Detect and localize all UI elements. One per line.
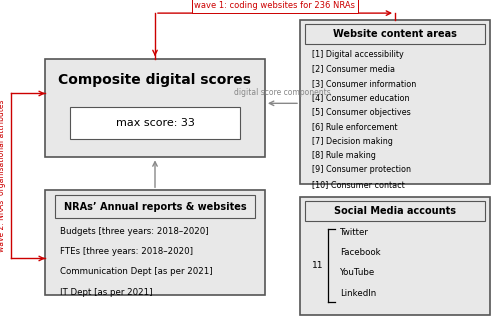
Text: Website content areas: Website content areas <box>333 29 457 39</box>
Text: [4] Consumer education: [4] Consumer education <box>312 93 410 102</box>
Text: 11: 11 <box>312 261 323 270</box>
Text: [10] Consumer contact: [10] Consumer contact <box>312 180 405 189</box>
Text: NRAs’ Annual reports & websites: NRAs’ Annual reports & websites <box>64 202 246 212</box>
FancyBboxPatch shape <box>55 195 255 218</box>
Text: FTEs [three years: 2018–2020]: FTEs [three years: 2018–2020] <box>60 247 193 256</box>
Text: [5] Consumer objectives: [5] Consumer objectives <box>312 108 411 117</box>
Text: [3] Consumer information: [3] Consumer information <box>312 79 417 88</box>
FancyBboxPatch shape <box>45 190 265 295</box>
Text: Communication Dept [as per 2021]: Communication Dept [as per 2021] <box>60 267 212 277</box>
Text: YouTube: YouTube <box>340 268 375 277</box>
Text: [7] Decision making: [7] Decision making <box>312 136 394 146</box>
FancyBboxPatch shape <box>300 20 490 184</box>
FancyBboxPatch shape <box>70 107 240 139</box>
Text: [9] Consumer protection: [9] Consumer protection <box>312 165 412 174</box>
Text: Budgets [three years: 2018–2020]: Budgets [three years: 2018–2020] <box>60 227 208 236</box>
Text: [6] Rule enforcement: [6] Rule enforcement <box>312 122 398 131</box>
Text: Social Media accounts: Social Media accounts <box>334 206 456 216</box>
Text: max score: 33: max score: 33 <box>116 118 194 128</box>
Text: Twitter: Twitter <box>340 228 369 237</box>
FancyBboxPatch shape <box>305 201 485 221</box>
FancyBboxPatch shape <box>305 24 485 44</box>
Text: wave 2: NRAs’ organisational attributes: wave 2: NRAs’ organisational attributes <box>0 100 6 252</box>
FancyBboxPatch shape <box>300 197 490 315</box>
Text: [2] Consumer media: [2] Consumer media <box>312 64 396 73</box>
Text: Facebook: Facebook <box>340 248 380 257</box>
Text: LinkedIn: LinkedIn <box>340 289 376 298</box>
Text: [1] Digital accessibility: [1] Digital accessibility <box>312 50 404 59</box>
Text: [8] Rule making: [8] Rule making <box>312 151 376 160</box>
FancyBboxPatch shape <box>45 59 265 157</box>
Text: Composite digital scores: Composite digital scores <box>58 73 252 87</box>
Text: digital score components: digital score components <box>234 88 331 97</box>
Text: wave 1: coding websites for 236 NRAs: wave 1: coding websites for 236 NRAs <box>194 2 356 10</box>
Text: IT Dept [as per 2021]: IT Dept [as per 2021] <box>60 288 152 297</box>
